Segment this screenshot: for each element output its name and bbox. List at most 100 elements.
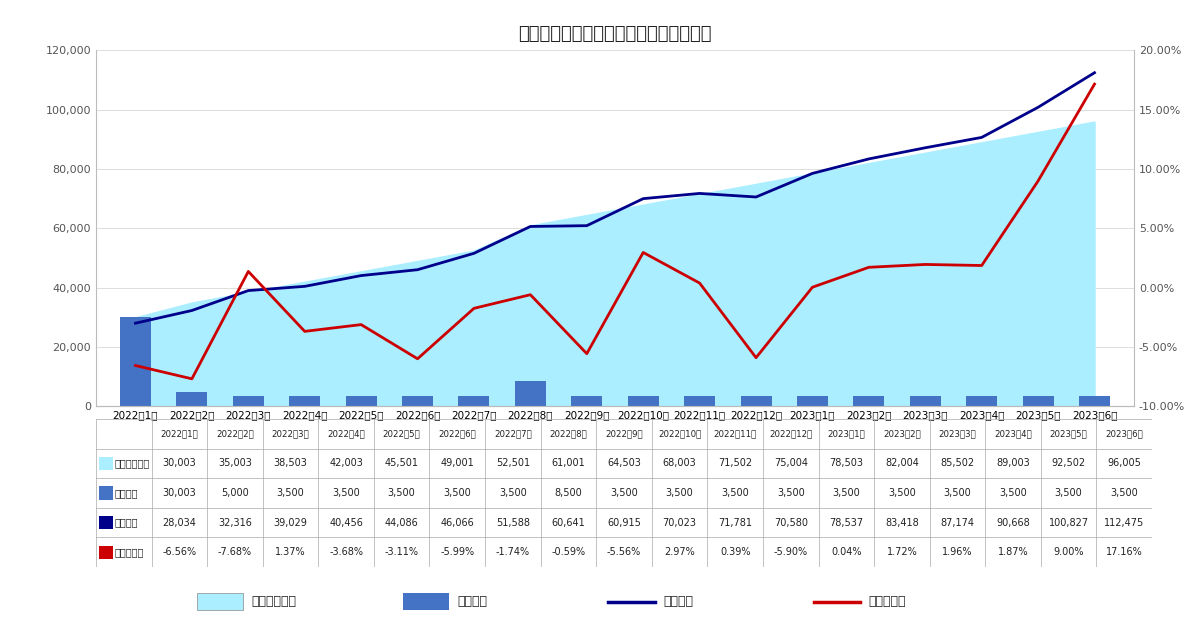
- Text: 40,456: 40,456: [329, 518, 364, 527]
- Text: 3,500: 3,500: [443, 488, 472, 498]
- Text: 2022年3月: 2022年3月: [271, 429, 310, 438]
- Text: 5,000: 5,000: [221, 488, 248, 498]
- Text: 96,005: 96,005: [1108, 459, 1141, 468]
- Text: -1.74%: -1.74%: [496, 547, 530, 557]
- Text: 2022年1月: 2022年1月: [161, 429, 198, 438]
- Text: -0.59%: -0.59%: [551, 547, 586, 557]
- Text: 42,003: 42,003: [329, 459, 364, 468]
- Text: 1.37%: 1.37%: [275, 547, 306, 557]
- FancyBboxPatch shape: [98, 457, 113, 470]
- Bar: [458, 396, 490, 406]
- Text: 2022年9月: 2022年9月: [605, 429, 643, 438]
- Text: 87,174: 87,174: [941, 518, 974, 527]
- Text: 2023年3月: 2023年3月: [938, 429, 977, 438]
- Text: 受渡金額合計: 受渡金額合計: [115, 459, 150, 468]
- Text: 0.39%: 0.39%: [720, 547, 750, 557]
- Text: 2022年11月: 2022年11月: [714, 429, 757, 438]
- Text: 受渡金額合計: 受渡金額合計: [252, 595, 296, 608]
- Text: 2022年6月: 2022年6月: [438, 429, 476, 438]
- Text: 3,500: 3,500: [499, 488, 527, 498]
- Text: 受渡金額: 受渡金額: [115, 488, 138, 498]
- Text: 68,003: 68,003: [662, 459, 696, 468]
- Bar: [1079, 396, 1110, 406]
- Text: 2.97%: 2.97%: [665, 547, 695, 557]
- Text: 30,003: 30,003: [162, 459, 197, 468]
- Text: 3,500: 3,500: [1055, 488, 1082, 498]
- Text: 3,500: 3,500: [1000, 488, 1027, 498]
- Text: -7.68%: -7.68%: [218, 547, 252, 557]
- Text: 2023年2月: 2023年2月: [883, 429, 920, 438]
- Text: 82,004: 82,004: [884, 459, 919, 468]
- Text: 78,503: 78,503: [829, 459, 863, 468]
- Text: 30,003: 30,003: [162, 488, 197, 498]
- Text: 1.87%: 1.87%: [997, 547, 1028, 557]
- Text: 3,500: 3,500: [776, 488, 805, 498]
- Text: 60,915: 60,915: [607, 518, 641, 527]
- Text: 52,501: 52,501: [496, 459, 530, 468]
- Text: 64,503: 64,503: [607, 459, 641, 468]
- Text: 38,503: 38,503: [274, 459, 307, 468]
- Bar: [346, 396, 377, 406]
- Bar: [910, 396, 941, 406]
- FancyBboxPatch shape: [197, 593, 242, 610]
- Bar: [176, 391, 208, 406]
- Bar: [571, 396, 602, 406]
- FancyBboxPatch shape: [98, 546, 113, 559]
- Text: 評価金額: 評価金額: [662, 595, 694, 608]
- Text: 49,001: 49,001: [440, 459, 474, 468]
- Text: 71,502: 71,502: [718, 459, 752, 468]
- Text: 70,023: 70,023: [662, 518, 696, 527]
- Text: 3,500: 3,500: [610, 488, 638, 498]
- Bar: [515, 381, 546, 406]
- FancyBboxPatch shape: [98, 516, 113, 529]
- Text: 78,537: 78,537: [829, 518, 863, 527]
- Text: -5.99%: -5.99%: [440, 547, 474, 557]
- Text: 2023年5月: 2023年5月: [1050, 429, 1087, 438]
- Text: 2022年7月: 2022年7月: [494, 429, 532, 438]
- Text: 3,500: 3,500: [888, 488, 916, 498]
- Text: 2022年2月: 2022年2月: [216, 429, 254, 438]
- Bar: [233, 396, 264, 406]
- Text: 3,500: 3,500: [721, 488, 749, 498]
- Text: 44,086: 44,086: [385, 518, 419, 527]
- Text: 3,500: 3,500: [332, 488, 360, 498]
- Text: -3.11%: -3.11%: [385, 547, 419, 557]
- Text: 2023年1月: 2023年1月: [828, 429, 865, 438]
- Bar: [740, 396, 772, 406]
- Bar: [402, 396, 433, 406]
- FancyBboxPatch shape: [98, 486, 113, 500]
- Text: 90,668: 90,668: [996, 518, 1030, 527]
- Bar: [797, 396, 828, 406]
- Text: 2022年12月: 2022年12月: [769, 429, 812, 438]
- Text: 8,500: 8,500: [554, 488, 582, 498]
- Text: 89,003: 89,003: [996, 459, 1030, 468]
- Bar: [853, 396, 884, 406]
- Text: 70,580: 70,580: [774, 518, 808, 527]
- Text: 評価損益率: 評価損益率: [869, 595, 906, 608]
- Text: -5.90%: -5.90%: [774, 547, 808, 557]
- Text: 60,641: 60,641: [552, 518, 586, 527]
- Text: 3,500: 3,500: [277, 488, 305, 498]
- Text: 3,500: 3,500: [1110, 488, 1138, 498]
- Text: 17.16%: 17.16%: [1106, 547, 1142, 557]
- Bar: [289, 396, 320, 406]
- Text: 32,316: 32,316: [218, 518, 252, 527]
- Bar: [1022, 396, 1054, 406]
- Text: 51,588: 51,588: [496, 518, 530, 527]
- Text: -6.56%: -6.56%: [162, 547, 197, 557]
- Text: 9.00%: 9.00%: [1054, 547, 1084, 557]
- Text: -5.56%: -5.56%: [607, 547, 641, 557]
- Text: 28,034: 28,034: [162, 518, 197, 527]
- Text: 2022年5月: 2022年5月: [383, 429, 420, 438]
- Bar: [120, 318, 151, 406]
- Title: わが家のひふみひふみワールド運用実績: わが家のひふみひふみワールド運用実績: [518, 25, 712, 43]
- Text: 3,500: 3,500: [833, 488, 860, 498]
- Bar: [966, 396, 997, 406]
- Text: 2022年8月: 2022年8月: [550, 429, 587, 438]
- Text: 3,500: 3,500: [943, 488, 971, 498]
- Text: 39,029: 39,029: [274, 518, 307, 527]
- Text: 受渡金額: 受渡金額: [457, 595, 487, 608]
- Text: 2023年4月: 2023年4月: [994, 429, 1032, 438]
- Bar: [628, 396, 659, 406]
- Text: 2022年4月: 2022年4月: [328, 429, 365, 438]
